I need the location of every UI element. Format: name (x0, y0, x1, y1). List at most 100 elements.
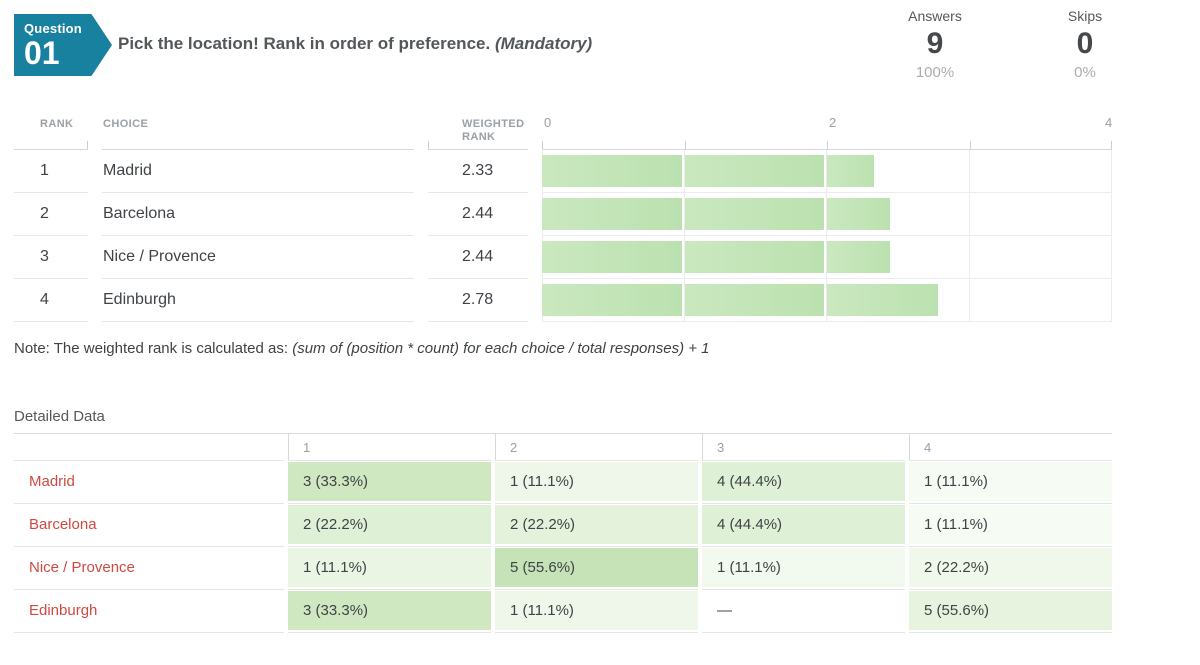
bar-segment (827, 155, 875, 187)
rank-cell: 2 (14, 193, 88, 236)
count-cell: 1 (11.1%) (288, 546, 491, 589)
axis-tick-label: 4 (1105, 115, 1113, 130)
detailed-column-header: 4 (909, 434, 1112, 460)
detailed-header-spacer (14, 434, 284, 460)
count-cell: 5 (55.6%) (909, 589, 1112, 633)
weighted-rank-cell: 2.44 (428, 236, 528, 279)
axis-tick (827, 141, 828, 149)
count-heat-value: 1 (11.1%) (288, 548, 491, 587)
detailed-table-row: Nice / Provence 1 (11.1%) 5 (55.6%) 1 (11.1… (14, 546, 1112, 589)
count-cell: 1 (11.1%) (495, 589, 698, 633)
chart-grid-cell (684, 193, 827, 236)
bar-chart-cell (542, 279, 1112, 322)
bar-segment (684, 155, 824, 187)
column-header-weighted-rank: WEIGHTED RANK (428, 108, 528, 150)
axis-tick (969, 141, 971, 149)
note-prefix: Note: The weighted rank is calculated as… (14, 340, 293, 357)
count-heat-value: 1 (11.1%) (909, 505, 1112, 544)
detailed-column-header: 3 (702, 434, 905, 460)
bar-segment (684, 198, 824, 230)
answers-percent: 100% (915, 64, 955, 81)
note-text: Note: The weighted rank is calculated as… (14, 338, 1200, 360)
chart-grid-cell (969, 150, 1112, 193)
bar-chart-cell (542, 193, 1112, 236)
count-heat-value: 1 (11.1%) (495, 591, 698, 630)
axis-tick-label: 2 (829, 115, 837, 130)
count-heat-value: 1 (11.1%) (495, 462, 698, 501)
rank-table-header: RANK CHOICE WEIGHTED RANK 0 2 4 (14, 108, 1112, 150)
choice-cell: Barcelona (102, 193, 414, 236)
bar-segment (827, 284, 939, 316)
count-heat-value: 5 (55.6%) (495, 548, 698, 587)
question-header: Question 01 Pick the location! Rank in o… (0, 0, 1200, 108)
choice-cell: Madrid (102, 150, 414, 193)
detailed-label-cell: Barcelona (14, 503, 284, 546)
count-cell: 3 (33.3%) (288, 460, 491, 503)
choice-link[interactable]: Madrid (29, 473, 75, 490)
rank-table-body: 1 Madrid 2.33 2 Barcelona 2.44 3 Nice / Provenc… (14, 150, 1112, 322)
chart-grid-cell (827, 150, 970, 193)
count-cell: 1 (11.1%) (702, 546, 905, 589)
choice-link[interactable]: Barcelona (29, 516, 97, 533)
count-heat-value: 5 (55.6%) (909, 591, 1112, 630)
chart-grid-cell (827, 279, 970, 322)
rank-table-row: 1 Madrid 2.33 (14, 150, 1112, 193)
weighted-rank-cell: 2.44 (428, 193, 528, 236)
skips-value: 0 (1076, 27, 1094, 60)
axis-tick (684, 141, 686, 149)
count-cell: 1 (11.1%) (495, 460, 698, 503)
detailed-label-cell: Edinburgh (14, 589, 284, 633)
count-cell: 5 (55.6%) (495, 546, 698, 589)
detailed-column-header: 2 (495, 434, 698, 460)
count-heat-value: 3 (33.3%) (288, 462, 491, 501)
skips-stat: Skips 0 0% (1025, 8, 1145, 81)
bar-segment (827, 198, 890, 230)
rank-cell: 4 (14, 279, 88, 322)
chart-grid-cell (684, 236, 827, 279)
choice-link[interactable]: Nice / Provence (29, 559, 135, 576)
detailed-table-row: Barcelona 2 (22.2%) 2 (22.2%) 4 (44.4%) 1 (1… (14, 503, 1112, 546)
bar-chart-cell (542, 236, 1112, 279)
chart-grid-cell (684, 150, 827, 193)
choice-cell: Edinburgh (102, 279, 414, 322)
bar-segment (542, 241, 682, 273)
count-heat-value: — (702, 591, 905, 630)
count-heat-value: 3 (33.3%) (288, 591, 491, 630)
bar-segment (542, 198, 682, 230)
count-heat-value: 2 (22.2%) (288, 505, 491, 544)
detailed-table-body: Madrid 3 (33.3%) 1 (11.1%) 4 (44.4%) 1 (11.1… (14, 460, 1112, 633)
count-cell: 1 (11.1%) (909, 460, 1112, 503)
mandatory-label: (Mandatory) (494, 34, 593, 53)
response-stats: Answers 9 100% Skips 0 0% (875, 8, 1145, 81)
answers-stat: Answers 9 100% (875, 8, 995, 81)
skips-percent: 0% (1074, 64, 1096, 81)
question-title-text: Pick the location! Rank in order of pref… (118, 34, 491, 53)
bar-segment (684, 284, 824, 316)
bar-segment (542, 155, 682, 187)
count-cell: 2 (22.2%) (288, 503, 491, 546)
column-header-rank: RANK (14, 108, 88, 150)
bar-chart-cell (542, 150, 1112, 193)
chart-grid-cell (969, 279, 1112, 322)
rank-table-row: 3 Nice / Provence 2.44 (14, 236, 1112, 279)
chart-grid-cell (969, 193, 1112, 236)
count-cell: 4 (44.4%) (702, 503, 905, 546)
detailed-label-cell: Madrid (14, 460, 284, 503)
chart-axis: 0 2 4 (542, 108, 1112, 150)
choice-link[interactable]: Edinburgh (29, 602, 98, 619)
detailed-column-header: 1 (288, 434, 491, 460)
count-cell: 2 (22.2%) (909, 546, 1112, 589)
weighted-rank-cell: 2.78 (428, 279, 528, 322)
rank-table-row: 4 Edinburgh 2.78 (14, 279, 1112, 322)
chart-grid-cell (684, 279, 827, 322)
detailed-table-row: Madrid 3 (33.3%) 1 (11.1%) 4 (44.4%) 1 (11.1… (14, 460, 1112, 503)
rank-table-row: 2 Barcelona 2.44 (14, 193, 1112, 236)
question-title: Pick the location! Rank in order of pref… (118, 34, 592, 54)
answers-label: Answers (908, 8, 962, 24)
rank-table: RANK CHOICE WEIGHTED RANK 0 2 4 1 Madrid 2.3… (14, 108, 1112, 322)
axis-tick (1111, 141, 1112, 149)
question-badge-label: Question (24, 21, 82, 36)
